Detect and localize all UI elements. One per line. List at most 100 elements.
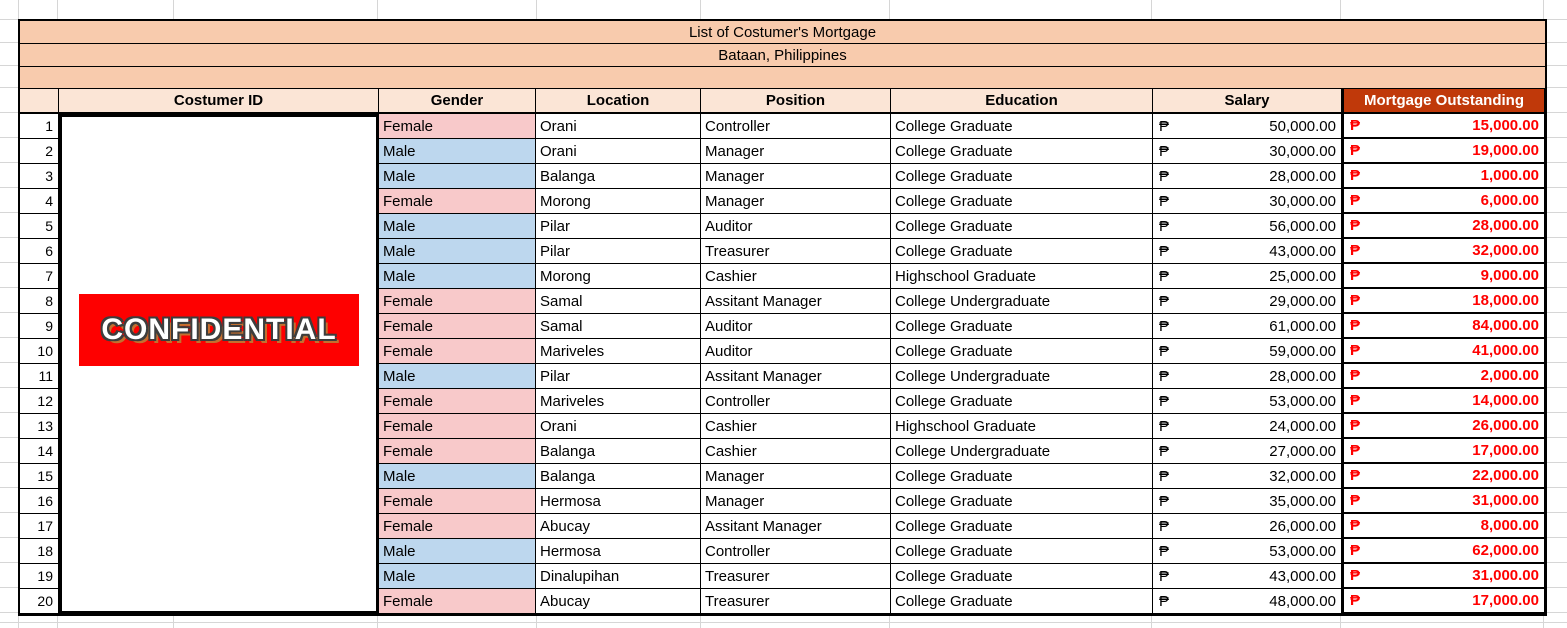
salary-cell[interactable]: ₱ 25,000.00: [1153, 264, 1342, 289]
column-header-gender[interactable]: Gender: [379, 89, 536, 114]
position-cell[interactable]: Assitant Manager: [701, 514, 891, 539]
row-number-cell[interactable]: 5: [20, 214, 59, 239]
mortgage-cell[interactable]: ₱ 62,000.00: [1342, 539, 1545, 564]
mortgage-cell[interactable]: ₱ 15,000.00: [1342, 114, 1545, 139]
gender-cell[interactable]: Female: [379, 189, 536, 214]
education-cell[interactable]: College Undergraduate: [891, 289, 1153, 314]
mortgage-cell[interactable]: ₱ 31,000.00: [1342, 564, 1545, 589]
mortgage-cell[interactable]: ₱ 8,000.00: [1342, 514, 1545, 539]
row-number-cell[interactable]: 13: [20, 414, 59, 439]
mortgage-cell[interactable]: ₱ 14,000.00: [1342, 389, 1545, 414]
location-cell[interactable]: Mariveles: [536, 339, 701, 364]
education-cell[interactable]: College Graduate: [891, 564, 1153, 589]
salary-cell[interactable]: ₱ 59,000.00: [1153, 339, 1342, 364]
mortgage-cell[interactable]: ₱ 26,000.00: [1342, 414, 1545, 439]
salary-cell[interactable]: ₱ 35,000.00: [1153, 489, 1342, 514]
gender-cell[interactable]: Female: [379, 489, 536, 514]
position-cell[interactable]: Assitant Manager: [701, 364, 891, 389]
mortgage-cell[interactable]: ₱ 2,000.00: [1342, 364, 1545, 389]
gender-cell[interactable]: Male: [379, 164, 536, 189]
row-number-cell[interactable]: 12: [20, 389, 59, 414]
position-cell[interactable]: Controller: [701, 539, 891, 564]
education-cell[interactable]: Highschool Graduate: [891, 414, 1153, 439]
position-cell[interactable]: Manager: [701, 489, 891, 514]
salary-cell[interactable]: ₱ 29,000.00: [1153, 289, 1342, 314]
location-cell[interactable]: Balanga: [536, 439, 701, 464]
row-number-cell[interactable]: 11: [20, 364, 59, 389]
mortgage-cell[interactable]: ₱ 6,000.00: [1342, 189, 1545, 214]
salary-cell[interactable]: ₱ 53,000.00: [1153, 389, 1342, 414]
gender-cell[interactable]: Male: [379, 139, 536, 164]
salary-cell[interactable]: ₱ 48,000.00: [1153, 589, 1342, 614]
education-cell[interactable]: College Graduate: [891, 114, 1153, 139]
salary-cell[interactable]: ₱ 28,000.00: [1153, 164, 1342, 189]
row-number-cell[interactable]: 3: [20, 164, 59, 189]
table-title[interactable]: List of Costumer's Mortgage: [20, 21, 1545, 44]
salary-cell[interactable]: ₱ 27,000.00: [1153, 439, 1342, 464]
position-cell[interactable]: Manager: [701, 164, 891, 189]
education-cell[interactable]: Highschool Graduate: [891, 264, 1153, 289]
position-cell[interactable]: Controller: [701, 389, 891, 414]
row-number-cell[interactable]: 8: [20, 289, 59, 314]
row-number-cell[interactable]: 7: [20, 264, 59, 289]
education-cell[interactable]: College Graduate: [891, 389, 1153, 414]
gender-cell[interactable]: Female: [379, 439, 536, 464]
salary-cell[interactable]: ₱ 53,000.00: [1153, 539, 1342, 564]
row-number-cell[interactable]: 1: [20, 114, 59, 139]
position-cell[interactable]: Cashier: [701, 264, 891, 289]
confidential-overlay[interactable]: CONFIDENTIAL: [79, 294, 359, 366]
location-cell[interactable]: Morong: [536, 264, 701, 289]
position-cell[interactable]: Controller: [701, 114, 891, 139]
mortgage-cell[interactable]: ₱ 19,000.00: [1342, 139, 1545, 164]
mortgage-cell[interactable]: ₱ 18,000.00: [1342, 289, 1545, 314]
location-cell[interactable]: Orani: [536, 139, 701, 164]
gender-cell[interactable]: Male: [379, 464, 536, 489]
row-number-column-header[interactable]: [20, 89, 59, 114]
location-cell[interactable]: Samal: [536, 289, 701, 314]
column-header-position[interactable]: Position: [701, 89, 891, 114]
mortgage-cell[interactable]: ₱ 28,000.00: [1342, 214, 1545, 239]
location-cell[interactable]: Hermosa: [536, 539, 701, 564]
mortgage-cell[interactable]: ₱ 84,000.00: [1342, 314, 1545, 339]
location-cell[interactable]: Samal: [536, 314, 701, 339]
mortgage-cell[interactable]: ₱ 31,000.00: [1342, 489, 1545, 514]
salary-cell[interactable]: ₱ 26,000.00: [1153, 514, 1342, 539]
position-cell[interactable]: Assitant Manager: [701, 289, 891, 314]
salary-cell[interactable]: ₱ 61,000.00: [1153, 314, 1342, 339]
mortgage-cell[interactable]: ₱ 22,000.00: [1342, 464, 1545, 489]
position-cell[interactable]: Auditor: [701, 214, 891, 239]
education-cell[interactable]: College Graduate: [891, 539, 1153, 564]
row-number-cell[interactable]: 9: [20, 314, 59, 339]
row-number-cell[interactable]: 18: [20, 539, 59, 564]
salary-cell[interactable]: ₱ 43,000.00: [1153, 564, 1342, 589]
salary-cell[interactable]: ₱ 30,000.00: [1153, 189, 1342, 214]
customer-id-merged-cell[interactable]: CONFIDENTIAL: [59, 114, 379, 614]
location-cell[interactable]: Pilar: [536, 364, 701, 389]
position-cell[interactable]: Treasurer: [701, 589, 891, 614]
row-number-cell[interactable]: 4: [20, 189, 59, 214]
gender-cell[interactable]: Female: [379, 389, 536, 414]
gender-cell[interactable]: Male: [379, 264, 536, 289]
location-cell[interactable]: Dinalupihan: [536, 564, 701, 589]
location-cell[interactable]: Pilar: [536, 239, 701, 264]
row-number-cell[interactable]: 14: [20, 439, 59, 464]
education-cell[interactable]: College Graduate: [891, 314, 1153, 339]
mortgage-cell[interactable]: ₱ 17,000.00: [1342, 439, 1545, 464]
mortgage-cell[interactable]: ₱ 1,000.00: [1342, 164, 1545, 189]
salary-cell[interactable]: ₱ 24,000.00: [1153, 414, 1342, 439]
gender-cell[interactable]: Male: [379, 239, 536, 264]
education-cell[interactable]: College Graduate: [891, 164, 1153, 189]
row-number-cell[interactable]: 19: [20, 564, 59, 589]
salary-cell[interactable]: ₱ 28,000.00: [1153, 364, 1342, 389]
education-cell[interactable]: College Graduate: [891, 214, 1153, 239]
banner-spacer-row[interactable]: [20, 67, 1545, 89]
column-header-customer-id[interactable]: Costumer ID: [59, 89, 379, 114]
row-number-cell[interactable]: 16: [20, 489, 59, 514]
gender-cell[interactable]: Female: [379, 339, 536, 364]
salary-cell[interactable]: ₱ 30,000.00: [1153, 139, 1342, 164]
education-cell[interactable]: College Graduate: [891, 239, 1153, 264]
education-cell[interactable]: College Graduate: [891, 464, 1153, 489]
location-cell[interactable]: Morong: [536, 189, 701, 214]
gender-cell[interactable]: Male: [379, 364, 536, 389]
position-cell[interactable]: Auditor: [701, 314, 891, 339]
